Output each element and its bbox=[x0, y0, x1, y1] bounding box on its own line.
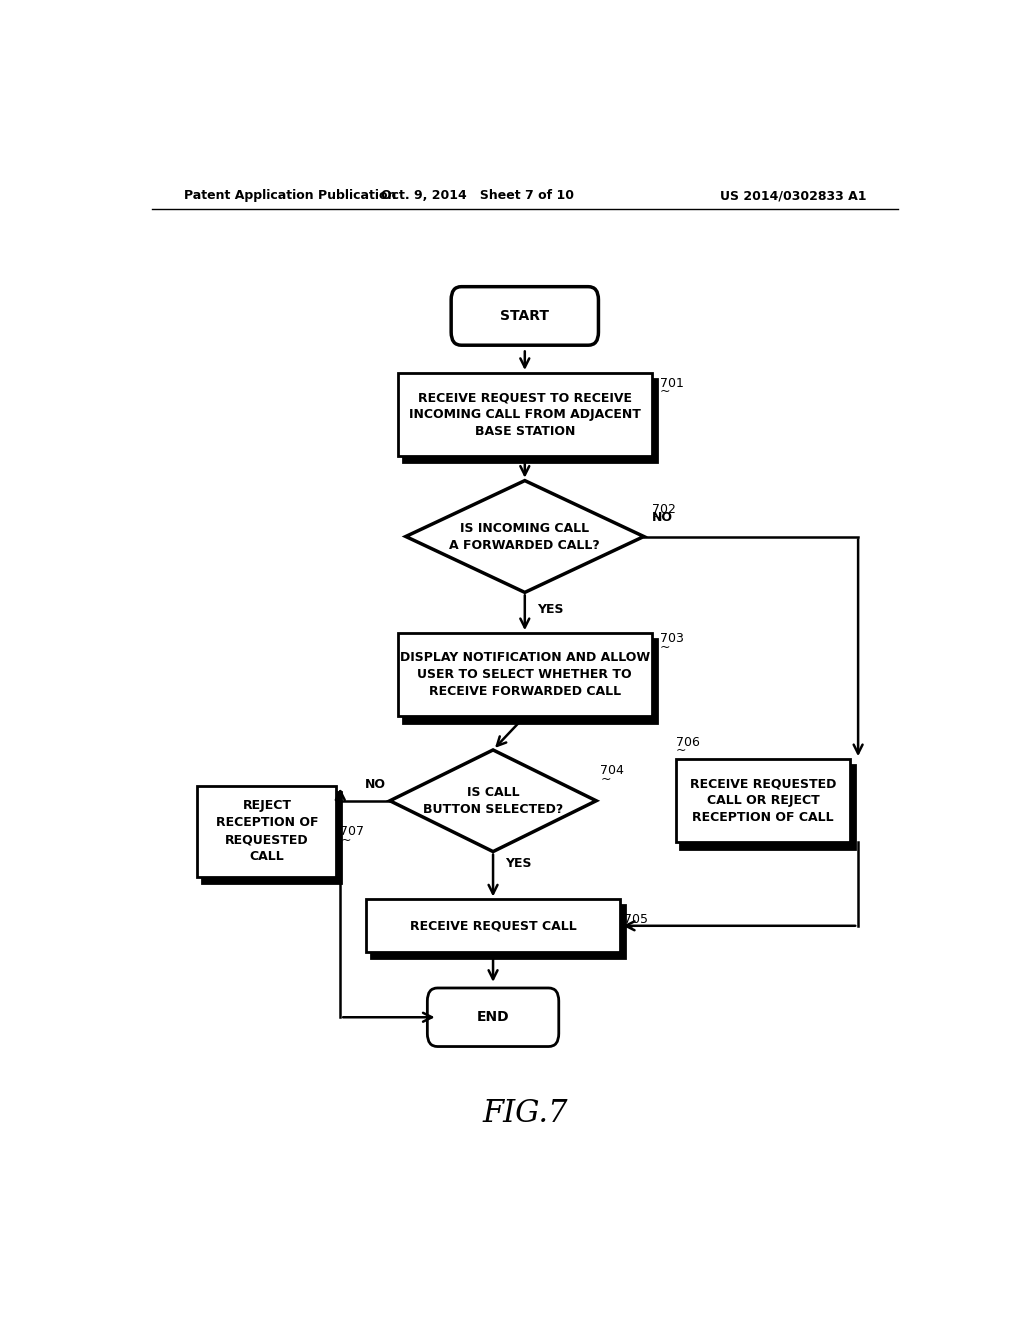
Text: RECEIVE REQUEST CALL: RECEIVE REQUEST CALL bbox=[410, 919, 577, 932]
Text: 706: 706 bbox=[676, 737, 699, 748]
Text: IS CALL
BUTTON SELECTED?: IS CALL BUTTON SELECTED? bbox=[423, 785, 563, 816]
Bar bbox=[402, 379, 656, 462]
Text: RECEIVE REQUEST TO RECEIVE
INCOMING CALL FROM ADJACENT
BASE STATION: RECEIVE REQUEST TO RECEIVE INCOMING CALL… bbox=[409, 391, 641, 438]
Bar bbox=[371, 906, 625, 958]
Text: ~: ~ bbox=[600, 772, 610, 785]
Text: END: END bbox=[477, 1010, 509, 1024]
Bar bbox=[402, 639, 656, 722]
Text: Patent Application Publication: Patent Application Publication bbox=[183, 189, 396, 202]
Text: FIG.7: FIG.7 bbox=[482, 1098, 567, 1130]
Bar bbox=[367, 899, 621, 952]
Text: 705: 705 bbox=[624, 913, 648, 925]
Text: 707: 707 bbox=[340, 825, 365, 838]
Text: 703: 703 bbox=[659, 632, 684, 645]
Text: NO: NO bbox=[652, 511, 673, 524]
Text: ~: ~ bbox=[340, 833, 351, 846]
Text: NO: NO bbox=[365, 777, 386, 791]
Text: YES: YES bbox=[505, 857, 531, 870]
Text: START: START bbox=[501, 309, 549, 323]
Text: ~: ~ bbox=[659, 385, 671, 399]
FancyBboxPatch shape bbox=[427, 987, 559, 1047]
Bar bbox=[397, 372, 651, 457]
Text: Oct. 9, 2014   Sheet 7 of 10: Oct. 9, 2014 Sheet 7 of 10 bbox=[381, 189, 573, 202]
Text: ~: ~ bbox=[659, 640, 671, 653]
Text: IS INCOMING CALL
A FORWARDED CALL?: IS INCOMING CALL A FORWARDED CALL? bbox=[450, 521, 600, 552]
Polygon shape bbox=[390, 750, 596, 851]
Text: RECEIVE REQUESTED
CALL OR REJECT
RECEPTION OF CALL: RECEIVE REQUESTED CALL OR REJECT RECEPTI… bbox=[690, 777, 836, 824]
Text: US 2014/0302833 A1: US 2014/0302833 A1 bbox=[720, 189, 866, 202]
Bar bbox=[202, 792, 341, 883]
Text: ~: ~ bbox=[676, 744, 686, 758]
Polygon shape bbox=[406, 480, 644, 593]
Text: YES: YES bbox=[537, 602, 563, 615]
Text: 704: 704 bbox=[600, 764, 624, 777]
FancyBboxPatch shape bbox=[452, 286, 598, 346]
Bar bbox=[680, 766, 855, 849]
Text: ~: ~ bbox=[624, 921, 635, 935]
Text: REJECT
RECEPTION OF
REQUESTED
CALL: REJECT RECEPTION OF REQUESTED CALL bbox=[216, 799, 318, 863]
Text: DISPLAY NOTIFICATION AND ALLOW
USER TO SELECT WHETHER TO
RECEIVE FORWARDED CALL: DISPLAY NOTIFICATION AND ALLOW USER TO S… bbox=[399, 651, 650, 698]
Text: 701: 701 bbox=[659, 378, 684, 391]
Bar bbox=[198, 785, 336, 876]
Text: ~: ~ bbox=[652, 511, 663, 524]
Text: 702: 702 bbox=[652, 503, 676, 516]
Bar bbox=[397, 634, 651, 717]
Bar bbox=[676, 759, 850, 842]
